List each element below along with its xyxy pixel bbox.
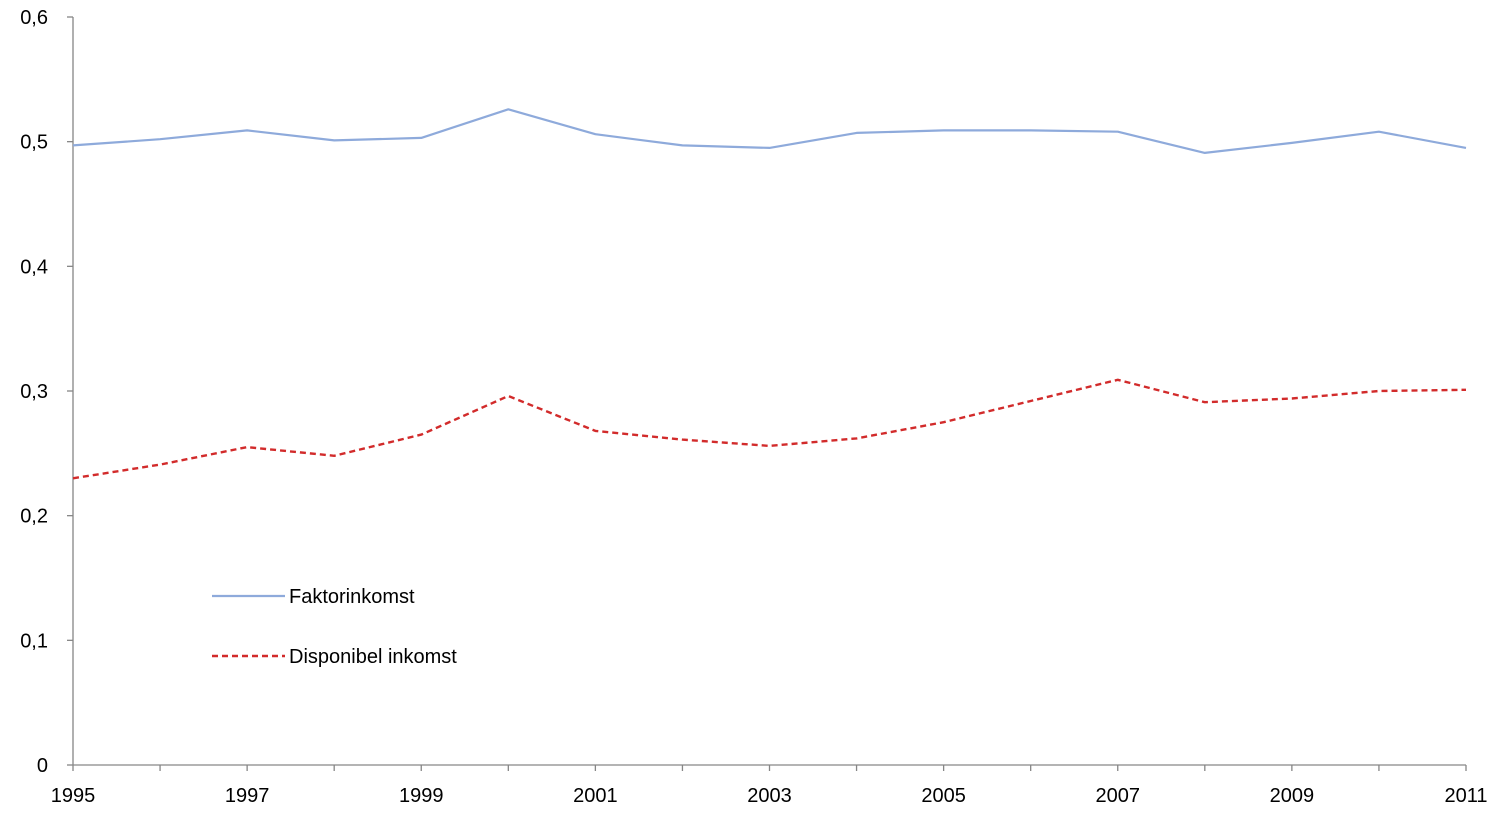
- axes: 0 0,1 0,2 0,3 0,4 0,5 0,6 1995 1997 1999 2001 2003 2…: [20, 7, 1487, 807]
- x-tick-label: 1999: [399, 785, 444, 807]
- y-tick-label: 0: [37, 755, 48, 777]
- x-tick-label: 2003: [747, 785, 792, 807]
- x-tick-label: 2007: [1096, 785, 1141, 807]
- x-tick-label: 2005: [921, 785, 966, 807]
- y-tick-label: 0,6: [20, 7, 48, 29]
- x-tick-label: 2009: [1270, 785, 1315, 807]
- legend-label-2: Disponibel inkomst: [289, 646, 457, 668]
- series-lines: [72, 108, 1467, 480]
- x-tick-label: 2011: [1444, 785, 1487, 807]
- x-tick-label: 1997: [225, 785, 270, 807]
- series-line-2: [72, 378, 1467, 480]
- y-tick-label: 0,5: [20, 132, 48, 154]
- y-tick-label: 0,2: [20, 506, 48, 528]
- y-tick-label: 0,1: [20, 630, 48, 652]
- x-tick-label: 2001: [573, 785, 618, 807]
- legend: Faktorinkomst Disponibel inkomst: [212, 586, 457, 668]
- series-line-1: [72, 108, 1467, 154]
- x-tick-label: 1995: [51, 785, 96, 807]
- y-tick-label: 0,3: [20, 381, 48, 403]
- y-tick-label: 0,4: [20, 256, 48, 278]
- legend-label-1: Faktorinkomst: [289, 586, 415, 608]
